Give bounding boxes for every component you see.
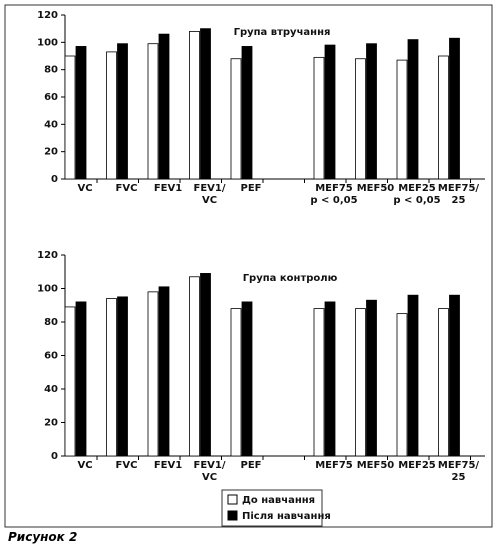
bar: [324, 301, 336, 457]
y-tick-label: 0: [51, 451, 58, 462]
x-tick-label: MEF75: [315, 460, 353, 471]
bar: [366, 43, 377, 180]
bar: [396, 313, 408, 457]
y-tick-label: 40: [44, 119, 58, 130]
y-tick-label: 60: [44, 92, 58, 103]
x-tick-label: MEF25: [398, 460, 436, 471]
x-tick-label: FEV1/ VC: [193, 183, 226, 206]
bar: [438, 308, 449, 457]
bar: [147, 43, 159, 180]
y-tick-label: 120: [37, 250, 58, 261]
x-tick-label: MEF50: [356, 460, 395, 471]
x-tick-label: PEF: [240, 183, 262, 194]
bar: [396, 59, 408, 180]
bar: [366, 299, 377, 457]
y-tick-label: 60: [44, 351, 58, 362]
y-tick-label: 20: [44, 418, 58, 429]
bar: [407, 39, 419, 180]
bar: [189, 276, 200, 457]
bar: [158, 33, 170, 180]
bar: [449, 37, 460, 180]
bar: [313, 56, 325, 180]
legend-box: [221, 489, 323, 527]
bar: [230, 58, 242, 180]
legend-swatch: [227, 494, 238, 505]
legend-label: До навчання: [242, 495, 315, 506]
x-tick-label: PEF: [240, 460, 262, 471]
bar: [189, 30, 200, 180]
x-tick-label: FEV1: [153, 460, 183, 471]
chart-title: Група контролю: [243, 273, 338, 284]
bar: [438, 55, 449, 180]
bar: [241, 46, 253, 180]
bar: [355, 58, 366, 180]
bar: [147, 291, 159, 457]
bar: [106, 298, 117, 457]
bar: [407, 294, 419, 457]
x-tick-label: MEF75/ 25: [437, 183, 480, 206]
y-tick-label: 40: [44, 384, 58, 395]
bar: [241, 301, 253, 457]
y-tick-label: 80: [44, 65, 58, 76]
frame: [4, 4, 493, 528]
x-tick-label: FEV1: [153, 183, 183, 194]
bar: [75, 46, 87, 180]
x-tick-label: MEF25 p < 0,05: [393, 183, 441, 206]
chart-title: Група втручання: [234, 27, 331, 38]
bar: [117, 43, 128, 180]
x-tick-label: VC: [77, 460, 93, 471]
caption: Рисунок 2: [8, 530, 78, 544]
bar: [324, 44, 336, 180]
x-tick-label: FVC: [115, 183, 138, 194]
bar: [64, 306, 76, 457]
y-tick-label: 120: [37, 10, 58, 21]
x-tick-label: VC: [77, 183, 93, 194]
bar: [64, 55, 76, 180]
bar: [313, 308, 325, 457]
bar: [106, 51, 117, 180]
bar: [200, 273, 211, 457]
y-tick-label: 20: [44, 147, 58, 158]
bar: [200, 28, 211, 180]
y-tick-label: 0: [51, 174, 58, 185]
bar: [449, 294, 460, 457]
x-tick-label: FVC: [115, 460, 138, 471]
x-tick-label: MEF75/ 25: [437, 460, 480, 483]
x-tick-label: FEV1/ VC: [193, 460, 226, 483]
legend-swatch: [227, 510, 238, 521]
y-tick-label: 80: [44, 317, 58, 328]
bar: [230, 308, 242, 457]
bar: [158, 286, 170, 457]
y-tick-label: 100: [37, 284, 58, 295]
bar: [355, 308, 366, 457]
bar: [117, 296, 128, 457]
y-tick-label: 100: [37, 37, 58, 48]
legend-label: Після навчання: [242, 511, 331, 522]
x-tick-label: MEF50: [356, 183, 395, 194]
x-tick-label: MEF75 p < 0,05: [310, 183, 358, 206]
bar: [75, 301, 87, 457]
